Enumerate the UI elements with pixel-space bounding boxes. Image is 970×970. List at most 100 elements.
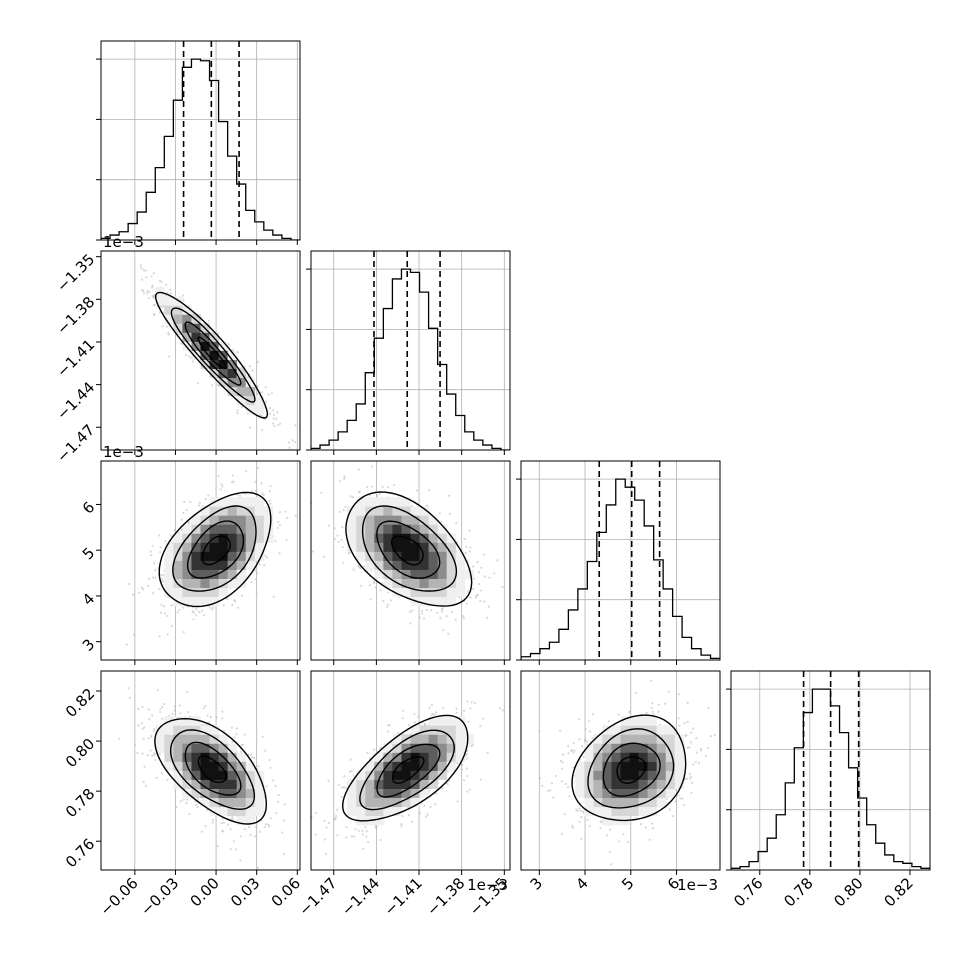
sample-point: [254, 480, 257, 483]
density-cell: [383, 524, 393, 534]
density-cell: [209, 788, 219, 799]
sample-point: [164, 540, 167, 543]
sample-point: [166, 614, 169, 618]
density-layer: [139, 264, 297, 449]
density-cell: [410, 515, 420, 525]
sample-point: [242, 743, 245, 746]
sample-point: [272, 417, 275, 420]
density-cell: [173, 587, 183, 598]
sample-point: [341, 546, 344, 549]
panel-frame: [520, 460, 721, 661]
density-cell: [455, 560, 466, 570]
sample-point: [322, 555, 325, 558]
sample-point: [269, 502, 272, 505]
density-cell: [227, 359, 238, 369]
sample-point: [147, 708, 150, 711]
sample-point: [235, 848, 238, 851]
sample-point: [455, 521, 458, 525]
sample-point: [413, 721, 417, 724]
density-cell: [365, 533, 375, 543]
contour-line: [158, 491, 272, 608]
sample-point: [365, 830, 368, 833]
sample-point: [149, 550, 152, 553]
density-cell: [236, 578, 247, 589]
density-cell: [254, 551, 265, 561]
sample-point: [235, 727, 238, 730]
sample-point: [208, 721, 211, 724]
density-cell: [245, 497, 256, 507]
sample-point: [153, 303, 156, 307]
density-cell: [173, 305, 183, 315]
sample-point: [279, 422, 282, 425]
density-cell: [410, 569, 420, 579]
sample-point: [367, 840, 370, 844]
sample-point: [169, 534, 173, 537]
sample-point: [186, 798, 189, 801]
y-tick-label: 6: [79, 498, 98, 517]
density-cell: [164, 734, 174, 744]
sample-point: [269, 766, 272, 769]
density-cell: [209, 596, 219, 607]
density-cell: [155, 296, 165, 306]
sample-point: [231, 474, 234, 477]
sample-point: [152, 730, 155, 733]
sample-point: [332, 817, 335, 820]
density-cell: [209, 350, 219, 360]
density-cell: [218, 524, 229, 534]
sample-point: [235, 733, 238, 736]
sample-point: [479, 725, 482, 728]
y-tick-label: 0.80: [62, 735, 98, 771]
histogram-panel: [306, 250, 511, 455]
sample-point: [198, 501, 201, 504]
density-cell: [209, 752, 219, 762]
density-cell: [254, 515, 265, 525]
sample-point: [142, 780, 145, 783]
sample-point: [359, 584, 363, 587]
sample-point: [178, 608, 181, 611]
sample-point: [426, 813, 429, 816]
sample-point: [341, 526, 344, 529]
sample-point: [430, 609, 433, 612]
sample-point: [314, 811, 318, 815]
density-cell: [383, 506, 393, 516]
density-cell: [356, 542, 366, 552]
sample-point: [256, 866, 259, 870]
sample-point: [275, 417, 278, 420]
density-cell: [209, 524, 219, 534]
density-cell: [374, 524, 384, 534]
sample-point: [470, 701, 473, 704]
sample-point: [222, 821, 225, 825]
sample-point: [294, 441, 297, 444]
sample-point: [142, 737, 145, 740]
density-cell: [356, 515, 366, 525]
density-cell: [164, 725, 174, 735]
sample-point: [376, 494, 379, 497]
sample-point: [140, 266, 143, 270]
y-tick-label: 0.78: [62, 785, 98, 821]
sample-point: [366, 485, 369, 489]
density-cell: [254, 797, 265, 808]
sample-point: [386, 603, 390, 607]
sample-point: [150, 275, 153, 278]
density-cell: [191, 779, 201, 789]
density-cell: [209, 806, 219, 817]
density-cell: [227, 506, 238, 516]
sample-point: [265, 785, 268, 788]
sample-point: [142, 292, 146, 295]
sample-point: [136, 751, 139, 755]
sample-point: [397, 732, 400, 735]
sample-point: [268, 499, 271, 503]
sample-point: [196, 797, 199, 801]
density-cell: [245, 404, 256, 415]
density-cell: [164, 752, 174, 762]
density-cell: [191, 569, 201, 579]
sample-point: [239, 859, 242, 862]
sample-point: [260, 391, 264, 394]
density-cell: [236, 551, 247, 561]
sample-point: [352, 568, 355, 571]
sample-point: [294, 424, 297, 427]
sample-point: [283, 852, 286, 856]
y-tick-label: −1.47: [53, 421, 98, 466]
sample-point: [146, 290, 149, 293]
density-cell: [245, 815, 256, 826]
